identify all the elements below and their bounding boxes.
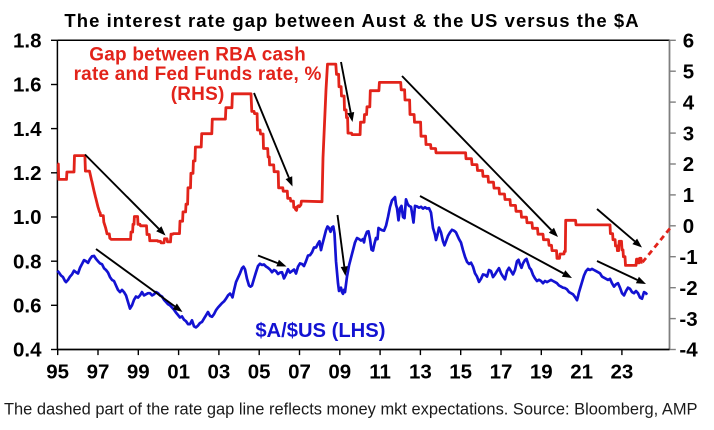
svg-text:07: 07 xyxy=(288,361,311,384)
svg-text:5: 5 xyxy=(683,60,694,83)
svg-text:3: 3 xyxy=(683,122,694,145)
svg-text:-1: -1 xyxy=(679,246,697,269)
svg-text:-4: -4 xyxy=(679,339,698,362)
svg-text:(RHS): (RHS) xyxy=(171,84,225,105)
svg-text:05: 05 xyxy=(248,361,271,384)
svg-text:1.6: 1.6 xyxy=(13,74,42,97)
svg-text:$A/$US (LHS): $A/$US (LHS) xyxy=(255,320,385,342)
svg-text:17: 17 xyxy=(490,361,513,384)
svg-text:23: 23 xyxy=(610,361,633,384)
svg-text:1.0: 1.0 xyxy=(13,206,42,229)
svg-text:0: 0 xyxy=(683,215,694,238)
svg-text:95: 95 xyxy=(46,361,69,384)
svg-text:1: 1 xyxy=(683,184,694,207)
svg-text:1.8: 1.8 xyxy=(13,30,42,53)
svg-text:-3: -3 xyxy=(679,308,697,331)
svg-text:19: 19 xyxy=(530,361,553,384)
svg-text:2: 2 xyxy=(683,153,694,176)
svg-text:0.6: 0.6 xyxy=(13,295,42,318)
svg-text:01: 01 xyxy=(167,361,190,384)
svg-text:4: 4 xyxy=(683,91,695,114)
svg-text:0.4: 0.4 xyxy=(13,339,42,362)
svg-text:09: 09 xyxy=(328,361,351,384)
svg-text:0.8: 0.8 xyxy=(13,250,42,273)
svg-text:13: 13 xyxy=(409,361,432,384)
svg-text:Gap between RBA cash: Gap between RBA cash xyxy=(89,44,306,65)
svg-text:1.2: 1.2 xyxy=(13,162,42,185)
svg-text:15: 15 xyxy=(449,361,472,384)
svg-text:rate and Fed Funds rate, %: rate and Fed Funds rate, % xyxy=(74,64,322,85)
svg-text:21: 21 xyxy=(570,361,593,384)
svg-text:The dashed part of the rate ga: The dashed part of the rate gap line ref… xyxy=(4,401,698,419)
svg-text:97: 97 xyxy=(87,361,110,384)
svg-text:1.4: 1.4 xyxy=(13,118,42,141)
svg-text:6: 6 xyxy=(683,30,694,53)
svg-text:The interest rate gap between: The interest rate gap between Aust & the… xyxy=(64,10,639,31)
svg-text:03: 03 xyxy=(207,361,230,384)
svg-text:99: 99 xyxy=(127,361,150,384)
svg-text:-2: -2 xyxy=(679,277,697,300)
svg-text:11: 11 xyxy=(369,361,391,384)
